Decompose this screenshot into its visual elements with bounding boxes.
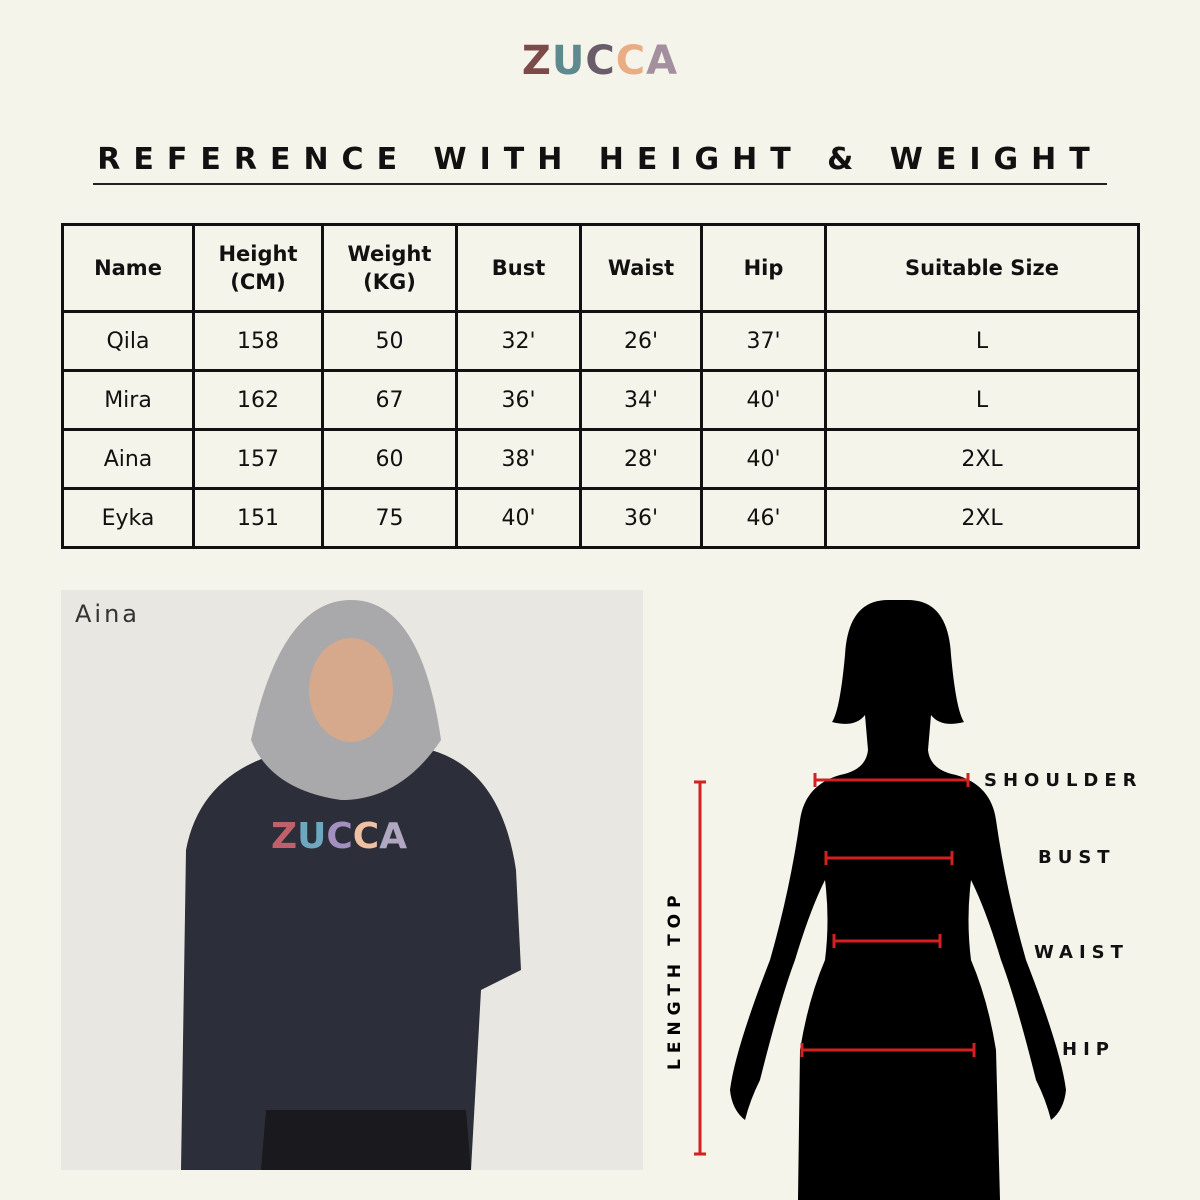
column-header: Suitable Size (824, 223, 1140, 313)
shoulder-label: SHOULDER (984, 770, 1143, 791)
logo-letter: A (646, 38, 679, 84)
table-cell: 36' (579, 487, 703, 549)
table-cell: 60 (321, 428, 458, 490)
table-cell: 26' (579, 310, 703, 372)
table-cell: 38' (455, 428, 582, 490)
table-cell: 40' (700, 369, 827, 431)
table-cell: 162 (192, 369, 324, 431)
column-header: Hip (700, 223, 827, 313)
logo-letter: Z (521, 38, 552, 84)
hip-label: HIP (1062, 1039, 1115, 1060)
brand-logo: ZUCCA (0, 38, 1200, 84)
column-header: Name (61, 223, 195, 313)
logo-letter: C (585, 38, 616, 84)
logo-letter: C (615, 38, 647, 84)
column-header: Weight (KG) (321, 223, 458, 313)
body-measurement-diagram: LENGTH TOP (665, 600, 1066, 1200)
model-illustration: ZUCCA (181, 600, 521, 1170)
measure-lines (694, 773, 976, 1156)
table-row: Aina 157 60 38' 28' 40' 2XL (61, 428, 1140, 490)
column-header: Height (CM) (192, 223, 324, 313)
table-cell: 36' (455, 369, 582, 431)
table-cell: 40' (700, 428, 827, 490)
photo-label: Aina (75, 600, 141, 628)
table-cell: 151 (192, 487, 324, 549)
table-row: Eyka 151 75 40' 36' 46' 2XL (61, 487, 1140, 549)
table-cell: Qila (61, 310, 195, 372)
page-title: REFERENCE WITH HEIGHT & WEIGHT (97, 142, 1103, 177)
table-row: Qila 158 50 32' 26' 37' L (61, 310, 1140, 372)
table-cell: 40' (455, 487, 582, 549)
table-cell: 158 (192, 310, 324, 372)
size-table: Name Height (CM) Weight (KG) Bust Waist Hip Su… (61, 223, 1140, 549)
table-cell: L (824, 310, 1140, 372)
table-cell: 34' (579, 369, 703, 431)
table-cell: 50 (321, 310, 458, 372)
waist-label: WAIST (1034, 942, 1129, 963)
bust-label: BUST (1038, 847, 1116, 868)
table-cell: Mira (61, 369, 195, 431)
table-row: Mira 162 67 36' 34' 40' L (61, 369, 1140, 431)
silhouette (730, 600, 1066, 1200)
table-cell: Eyka (61, 487, 195, 549)
table-cell: 67 (321, 369, 458, 431)
table-header-row: Name Height (CM) Weight (KG) Bust Waist Hip Su… (61, 223, 1140, 313)
model-photo: Aina ZUCCA (61, 590, 643, 1170)
shirt-logo: ZUCCA (271, 816, 407, 857)
column-header: Waist (579, 223, 703, 313)
table-cell: 2XL (824, 428, 1140, 490)
length-top-label: LENGTH TOP (665, 889, 685, 1070)
column-header: Bust (455, 223, 582, 313)
table-cell: 46' (700, 487, 827, 549)
table-cell: 28' (579, 428, 703, 490)
table-cell: Aina (61, 428, 195, 490)
title-divider (93, 183, 1107, 185)
logo-letter: U (551, 38, 586, 84)
table-cell: L (824, 369, 1140, 431)
table-cell: 37' (700, 310, 827, 372)
table-cell: 75 (321, 487, 458, 549)
table-cell: 157 (192, 428, 324, 490)
table-cell: 2XL (824, 487, 1140, 549)
table-cell: 32' (455, 310, 582, 372)
